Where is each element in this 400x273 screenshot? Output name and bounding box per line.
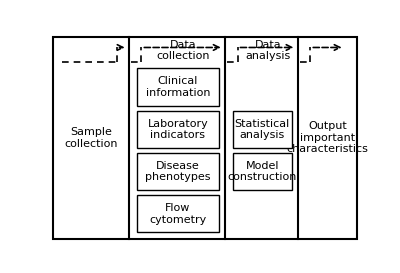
Text: Sample
collection: Sample collection: [64, 127, 118, 149]
FancyBboxPatch shape: [137, 153, 219, 190]
FancyBboxPatch shape: [53, 37, 357, 239]
FancyBboxPatch shape: [233, 153, 292, 190]
Text: Clinical
information: Clinical information: [146, 76, 210, 98]
Text: Disease
phenotypes: Disease phenotypes: [145, 161, 211, 182]
Text: Data
collection: Data collection: [156, 40, 210, 61]
FancyBboxPatch shape: [137, 111, 219, 148]
FancyBboxPatch shape: [137, 195, 219, 232]
Text: Data
analysis: Data analysis: [245, 40, 290, 61]
Text: Model
construction: Model construction: [228, 161, 297, 182]
Text: Output
important
characteristics: Output important characteristics: [286, 121, 368, 155]
FancyBboxPatch shape: [137, 69, 219, 106]
Text: Statistical
analysis: Statistical analysis: [235, 118, 290, 140]
Text: Flow
cytometry: Flow cytometry: [149, 203, 206, 225]
FancyBboxPatch shape: [233, 111, 292, 148]
Text: Laboratory
indicators: Laboratory indicators: [148, 118, 208, 140]
